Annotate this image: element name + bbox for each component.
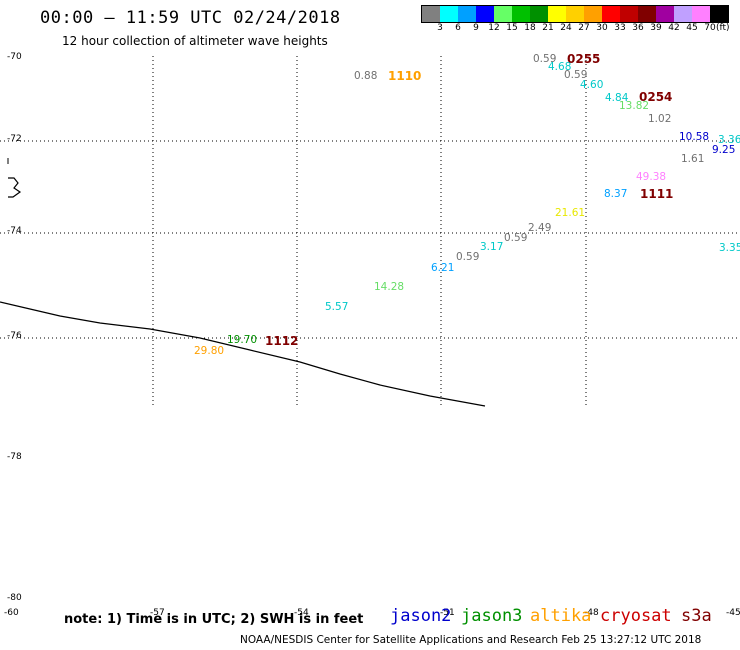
- wave-height-label: 1.02: [648, 113, 672, 125]
- wave-height-label: 14.28: [374, 281, 405, 293]
- color-scale-tick: 3: [437, 23, 443, 33]
- pass-time-label: 0255: [567, 52, 601, 66]
- color-scale-bar: [421, 5, 729, 23]
- pass-time-label: 0254: [639, 90, 673, 104]
- color-scale-tick: 70: [704, 23, 716, 33]
- color-swatch: [494, 6, 512, 22]
- units-note: note: 1) Time is in UTC; 2) SWH is in fe…: [64, 612, 364, 627]
- wave-height-label: 5.57: [325, 301, 349, 313]
- wave-height-label: 4.84: [605, 92, 629, 104]
- color-scale-tick: 36: [632, 23, 644, 33]
- legend-cryosat: cryosat: [600, 606, 672, 626]
- page-subtitle: 12 hour collection of altimeter wave hei…: [62, 34, 328, 48]
- color-scale-tick: 42: [668, 23, 680, 33]
- wave-height-label: 0.59: [533, 53, 557, 65]
- lon-label-48: -48: [584, 608, 599, 618]
- wave-height-label: 8.37: [604, 188, 628, 200]
- wave-height-label: 0.59: [504, 232, 528, 244]
- wave-height-label: 3.36: [718, 134, 740, 146]
- pass-time-label: 1110: [388, 69, 422, 83]
- lat-label-74: -74: [7, 226, 22, 236]
- color-swatch: [476, 6, 494, 22]
- lon-label-51: -51: [440, 608, 455, 618]
- lon-label-54: -54: [294, 608, 309, 618]
- color-scale-tick: 27: [578, 23, 590, 33]
- lat-label-76: -76: [7, 331, 22, 341]
- pass-time-label: 1111: [640, 187, 674, 201]
- wave-height-label: 6.21: [431, 262, 455, 274]
- color-scale-tick: 39: [650, 23, 662, 33]
- color-scale-tick: 21: [542, 23, 554, 33]
- wave-height-label: 21.61: [555, 207, 586, 219]
- color-scale-tick: 18: [524, 23, 536, 33]
- color-swatch: [602, 6, 620, 22]
- lat-label-70: -70: [7, 52, 22, 62]
- legend-s3a: s3a: [681, 606, 712, 626]
- color-swatch: [512, 6, 530, 22]
- lat-label-80: -80: [7, 593, 22, 603]
- color-swatch: [584, 6, 602, 22]
- legend-jason3: jason3: [461, 606, 523, 626]
- color-swatch: [674, 6, 692, 22]
- color-swatch: [566, 6, 584, 22]
- color-scale-tick: 30: [596, 23, 608, 33]
- graticule: [0, 56, 740, 405]
- wave-height-label: 4.60: [580, 79, 604, 91]
- page-title: 00:00 – 11:59 UTC 02/24/2018: [40, 8, 341, 28]
- wave-height-label: 3.35: [719, 242, 740, 254]
- color-scale-tick: 9: [473, 23, 479, 33]
- wave-height-label: 3.17: [480, 241, 504, 253]
- wave-height-label: 0.88: [354, 70, 378, 82]
- lon-label-57: -57: [150, 608, 165, 618]
- color-swatch: [710, 6, 728, 22]
- color-scale-unit: (ft): [716, 23, 730, 33]
- color-scale-tick: 15: [506, 23, 518, 33]
- wave-height-label: 2.49: [528, 222, 552, 234]
- wave-height-label: 0.59: [456, 251, 480, 263]
- color-swatch: [620, 6, 638, 22]
- color-swatch: [548, 6, 566, 22]
- wave-height-label: 0.59: [564, 69, 588, 81]
- wave-height-label: 49.38: [636, 171, 667, 183]
- island-outline: [8, 177, 22, 198]
- wave-height-label: 10.58: [679, 131, 710, 143]
- wave-height-label: 1.61: [681, 153, 705, 165]
- color-swatch: [440, 6, 458, 22]
- color-swatch: [530, 6, 548, 22]
- wave-height-label: 13.82: [619, 100, 650, 112]
- color-scale-tick: 33: [614, 23, 626, 33]
- wave-height-label: 9.25: [712, 144, 736, 156]
- lon-label-45: -45: [726, 608, 740, 618]
- credit-footer: NOAA/NESDIS Center for Satellite Applica…: [240, 634, 702, 646]
- color-swatch: [656, 6, 674, 22]
- lat-label-72: -72: [7, 134, 22, 144]
- wave-height-label: 4.68: [548, 61, 572, 73]
- legend-jason2: jason2: [390, 606, 452, 626]
- wave-height-label: 19.70: [227, 334, 258, 346]
- lat-label-78: -78: [7, 452, 22, 462]
- color-scale-tick: 6: [455, 23, 461, 33]
- legend-altika: altika: [530, 606, 592, 626]
- wave-height-label: 29.80: [194, 345, 225, 357]
- pass-time-label: 1112: [265, 334, 299, 348]
- color-swatch: [692, 6, 710, 22]
- color-swatch: [458, 6, 476, 22]
- color-scale-tick: 12: [488, 23, 500, 33]
- color-scale-tick: 24: [560, 23, 572, 33]
- color-swatch: [422, 6, 440, 22]
- coastline: [0, 301, 486, 407]
- color-swatch: [638, 6, 656, 22]
- lon-label-60: -60: [4, 608, 19, 618]
- color-scale-tick: 45: [686, 23, 698, 33]
